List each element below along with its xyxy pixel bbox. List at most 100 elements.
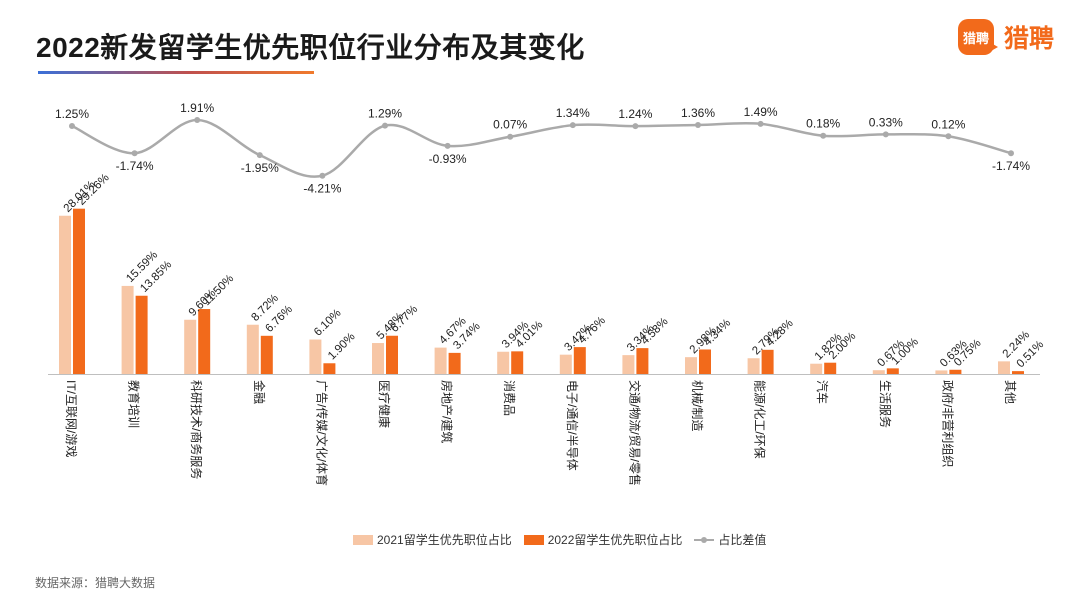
bar-2021 xyxy=(246,324,259,374)
diff-data-label: 1.29% xyxy=(368,107,402,121)
diff-data-label: -0.93% xyxy=(429,152,467,166)
category-tick-label: 医疗健康 xyxy=(377,380,392,428)
bar-2021 xyxy=(998,361,1010,374)
diff-data-label: 1.34% xyxy=(556,106,590,120)
diff-data-label: -1.74% xyxy=(992,159,1030,173)
bar-2022 xyxy=(824,362,837,374)
bar-2021 xyxy=(935,370,948,374)
bar-2021 xyxy=(59,215,71,374)
category-tick-label: 消费品 xyxy=(502,380,516,416)
bar-2021 xyxy=(872,370,885,374)
bar-2021 xyxy=(372,343,384,374)
bar-2021 xyxy=(434,347,447,374)
diff-point xyxy=(444,142,451,149)
category-tick-label: 汽车 xyxy=(815,380,830,404)
bar-2022 xyxy=(323,363,336,374)
brand-logo: 猎聘 猎聘 xyxy=(958,19,1054,55)
diff-data-label: 1.91% xyxy=(180,101,214,115)
data-label-2021: 6.10% xyxy=(312,307,344,339)
chart-canvas: 28.01%29.26%IT/互联网/游戏15.59%13.85%教育培训9.6… xyxy=(48,101,1046,486)
diff-data-label: 0.18% xyxy=(806,117,840,131)
bar-2021 xyxy=(747,358,760,374)
bar-2022 xyxy=(886,368,899,374)
diff-series-line xyxy=(71,118,1012,178)
bar-2021 xyxy=(685,357,697,374)
bar-2021 xyxy=(622,355,635,374)
diff-point xyxy=(507,133,514,140)
legend-label-2021: 2021留学生优先职位占比 xyxy=(377,533,512,547)
category-tick-label: 其他 xyxy=(1003,380,1017,404)
bar-2021 xyxy=(559,354,572,374)
chart-legend: 2021留学生优先职位占比 2022留学生优先职位占比 占比差值 xyxy=(353,531,778,548)
category-tick-label: 广告/传媒/文化/体育 xyxy=(314,380,329,486)
title-underline xyxy=(38,71,314,74)
diff-point xyxy=(131,150,138,157)
bar-2022 xyxy=(198,309,211,374)
bar-2022 xyxy=(260,335,273,374)
diff-point xyxy=(69,123,75,130)
diff-data-label: 0.07% xyxy=(493,118,527,132)
bar-2022 xyxy=(73,208,85,374)
diff-point xyxy=(820,132,827,139)
category-tick-label: 机械/制造 xyxy=(690,380,705,431)
legend-item-2021: 2021留学生优先职位占比 xyxy=(353,531,512,548)
diff-point xyxy=(757,120,764,127)
legend-label-diff: 占比差值 xyxy=(718,533,767,547)
diff-point xyxy=(194,117,201,123)
legend-item-diff: 占比差值 xyxy=(694,531,766,548)
bar-2022 xyxy=(573,347,586,374)
data-source-note: 数据来源：猎聘大数据 xyxy=(35,576,156,590)
diff-point xyxy=(382,122,388,129)
data-label-2022: 1.90% xyxy=(326,331,358,363)
bar-2021 xyxy=(497,351,510,374)
category-tick-label: 教育培训 xyxy=(127,380,142,428)
bar-2022 xyxy=(1012,371,1024,374)
bar-2021 xyxy=(121,285,134,374)
diff-data-label: 1.36% xyxy=(681,106,715,120)
legend-swatch-diff xyxy=(694,536,715,543)
logo-badge-icon: 猎聘 xyxy=(958,19,998,55)
bar-2021 xyxy=(309,339,322,374)
legend-label-2022: 2022留学生优先职位占比 xyxy=(547,533,683,547)
category-tick-label: 政府/非营利组织 xyxy=(940,380,955,467)
category-tick-label: 电子/通信/半导体 xyxy=(565,380,579,471)
diff-data-label: 1.25% xyxy=(55,107,89,121)
diff-data-label: -1.74% xyxy=(116,159,154,173)
legend-swatch-2021 xyxy=(353,534,373,545)
diff-data-label: 0.33% xyxy=(869,115,903,129)
category-tick-label: 能源/化工/环保 xyxy=(753,380,767,459)
diff-point xyxy=(945,133,952,140)
diff-point xyxy=(256,152,263,159)
diff-point xyxy=(569,122,576,129)
bar-2022 xyxy=(761,349,774,374)
logo-text: 猎聘 xyxy=(1004,25,1055,53)
category-tick-label: 科研技术/商务服务 xyxy=(189,380,204,479)
diff-data-label: 1.24% xyxy=(618,107,652,121)
diff-point xyxy=(1008,150,1014,157)
bar-2022 xyxy=(386,335,398,374)
diff-point xyxy=(882,131,889,138)
bar-2022 xyxy=(636,348,649,374)
diff-data-label: -4.21% xyxy=(303,182,341,196)
bar-2021 xyxy=(184,319,197,374)
bar-2022 xyxy=(949,369,962,374)
category-tick-label: 生活服务 xyxy=(878,380,893,428)
bar-2022 xyxy=(135,295,148,374)
diff-point xyxy=(632,123,639,130)
category-tick-label: 金融 xyxy=(252,380,267,404)
diff-point xyxy=(695,122,701,129)
legend-item-2022: 2022留学生优先职位占比 xyxy=(523,531,683,548)
bar-2021 xyxy=(810,363,823,374)
category-tick-label: 交通/物流/贸易/零售 xyxy=(627,380,642,486)
diff-data-label: 0.12% xyxy=(931,117,965,131)
category-tick-label: 房地产/建筑 xyxy=(440,380,455,443)
bar-2022 xyxy=(448,352,461,374)
chart-title: 2022新发留学生优先职位行业分布及其变化 xyxy=(36,32,585,63)
diff-data-label: 1.49% xyxy=(744,105,778,119)
legend-swatch-2022 xyxy=(523,534,544,545)
diff-point xyxy=(319,172,326,179)
logo-badge-text: 猎聘 xyxy=(962,30,989,46)
bar-2022 xyxy=(511,351,524,374)
category-tick-label: IT/互联网/游戏 xyxy=(64,380,78,457)
bar-2022 xyxy=(699,349,711,374)
